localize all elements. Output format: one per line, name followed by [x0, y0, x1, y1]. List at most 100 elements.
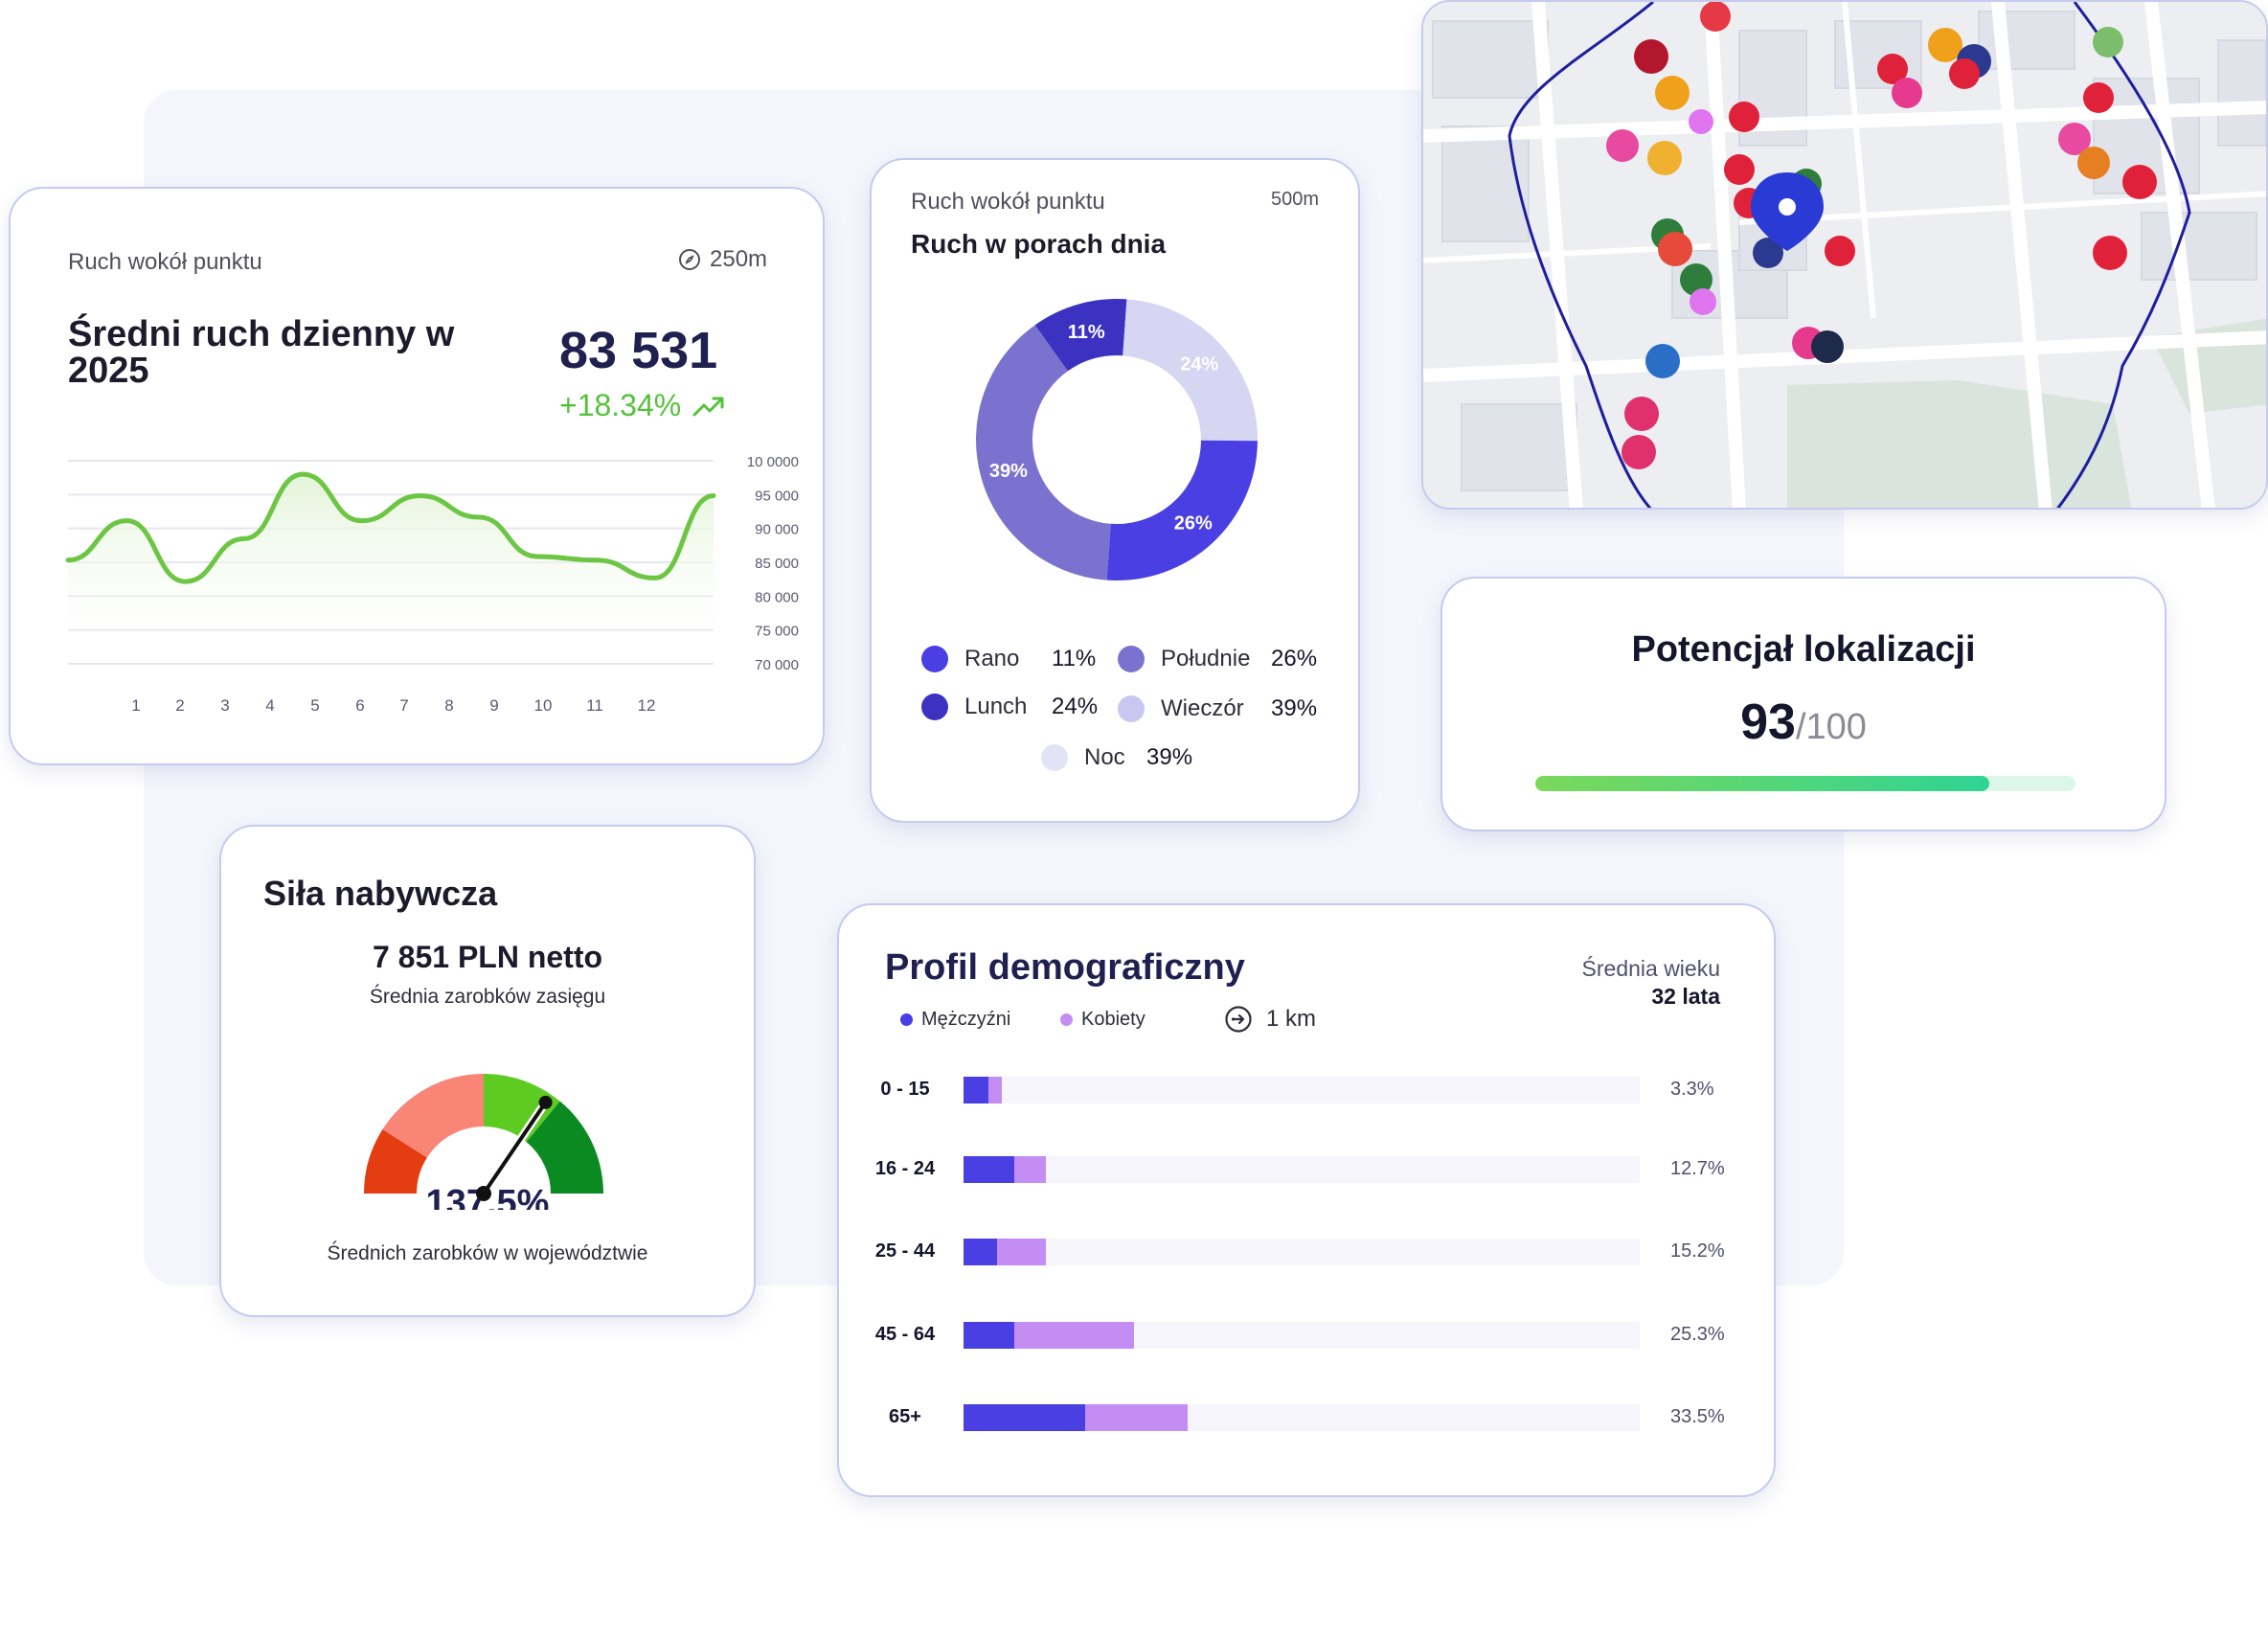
demo-age: 45 - 64: [874, 1324, 936, 1345]
y-tick-label: 75 000: [755, 624, 799, 640]
demo-bar-track: [964, 1156, 1640, 1183]
x-tick-label: 4: [265, 696, 274, 715]
range-value: 1 km: [1266, 1006, 1317, 1032]
legend-dot: [921, 646, 948, 672]
time-of-day-traffic-card: Ruch wokół punktu 500m Ruch w porach dni…: [870, 158, 1360, 823]
x-tick-label: 11: [586, 696, 603, 715]
traffic-card-title: Ruch wokół punktu: [68, 249, 262, 275]
x-tick-label: 7: [399, 696, 408, 715]
demo-bar-male: [964, 1404, 1086, 1431]
daily-traffic-card: Ruch wokół punktu 250m Średni ruch dzien…: [9, 187, 825, 765]
demo-bar-female: [988, 1077, 1003, 1103]
demo-age: 25 - 44: [874, 1240, 936, 1262]
legend-female-label: Kobiety: [1081, 1009, 1145, 1030]
power-amount: 7 851 PLN netto: [372, 940, 603, 974]
donut-slice: [976, 325, 1111, 580]
legend-pct: 39%: [1271, 695, 1318, 721]
demo-bar-male: [964, 1322, 1014, 1349]
demo-row: 45 - 64 25.3%: [839, 1322, 1774, 1351]
legend-label: Wieczór: [1161, 695, 1244, 721]
donut-subtitle: Ruch w porach dnia: [911, 229, 1167, 259]
y-tick-label: 70 000: [755, 657, 799, 673]
x-tick-label: 12: [638, 696, 656, 715]
legend-pct: 11%: [1052, 646, 1097, 671]
demo-pct: 15.2%: [1670, 1240, 1725, 1262]
donut-slice-label: 11%: [1068, 322, 1105, 343]
legend-label: Lunch: [964, 694, 1028, 719]
demo-bar-female: [997, 1239, 1047, 1265]
donut-slice-label: 24%: [1180, 353, 1218, 375]
legend-male-label: Mężczyźni: [921, 1009, 1011, 1030]
demo-bar-track: [964, 1404, 1640, 1431]
legend-pct: 24%: [1052, 694, 1099, 719]
legend-pct: 39%: [1146, 744, 1193, 770]
radius-icon: [1225, 1006, 1252, 1033]
purchasing-power-card: Siła nabywcza 7 851 PLN netto Średnia za…: [219, 825, 756, 1317]
traffic-radius[interactable]: 250m: [678, 246, 767, 273]
map-canvas[interactable]: [1423, 2, 2268, 510]
location-map[interactable]: [1421, 0, 2268, 510]
legend-dot: [1041, 744, 1068, 771]
gauge-label: Średnich zarobków w województwie: [327, 1242, 648, 1264]
demo-age: 16 - 24: [874, 1158, 936, 1179]
legend-dot: [1118, 695, 1145, 722]
time-of-day-donut-chart: 11% 24% 26% 39%: [976, 299, 1258, 580]
traffic-change: +18.34%: [559, 388, 725, 423]
range-selector[interactable]: 1 km: [1224, 1005, 1316, 1034]
gauge-band: [382, 1074, 484, 1158]
potential-title: Potencjał lokalizacji: [1631, 629, 1976, 670]
demo-row: 16 - 24 12.7%: [839, 1156, 1774, 1185]
average-age-label: Średnia wieku: [1581, 956, 1720, 981]
demo-bar-track: [964, 1077, 1640, 1103]
demo-pct: 3.3%: [1670, 1079, 1714, 1100]
income-gauge: [364, 1074, 603, 1201]
demo-pct: 25.3%: [1670, 1324, 1725, 1345]
y-tick-label: 10 0000: [747, 454, 799, 470]
potential-progress-track: [1535, 776, 2075, 791]
y-tick-label: 90 000: [755, 522, 799, 538]
traffic-heading: Średni ruch dzienny w 2025: [68, 314, 455, 391]
donut-slice: [1106, 440, 1258, 580]
location-pin-icon: [1751, 172, 1824, 251]
demo-bar-female: [1085, 1404, 1189, 1431]
legend-female: Kobiety: [1060, 1009, 1145, 1031]
power-title: Siła nabywcza: [263, 874, 498, 913]
demo-bar-female: [1013, 1322, 1134, 1349]
donut-slice-label: 39%: [989, 461, 1028, 482]
demo-row: 65+ 33.5%: [839, 1404, 1774, 1433]
legend-lunch: Lunch 24%: [921, 694, 1098, 720]
legend-label: Noc: [1084, 744, 1125, 770]
power-amount-label: Średnia zarobków zasięgu: [369, 986, 606, 1008]
location-potential-card: Potencjał lokalizacji 93/100: [1440, 577, 2166, 831]
y-tick-label: 95 000: [755, 488, 799, 504]
x-tick-label: 6: [355, 696, 364, 715]
donut-slice: [1123, 299, 1258, 442]
legend-dot: [921, 694, 948, 720]
x-tick-label: 10: [534, 696, 553, 715]
y-tick-label: 80 000: [755, 589, 799, 605]
compass-icon: [679, 249, 700, 270]
gauge-needle: [482, 1100, 548, 1195]
potential-score-max: /100: [1795, 707, 1867, 747]
gauge-band: [484, 1074, 560, 1143]
demo-pct: 33.5%: [1670, 1406, 1725, 1427]
demo-pct: 12.7%: [1670, 1158, 1725, 1179]
legend-female-dot: [1060, 1013, 1073, 1026]
demo-bar-track: [964, 1322, 1640, 1349]
legend-pct: 26%: [1271, 646, 1318, 671]
traffic-change-value: +18.34%: [559, 388, 682, 422]
demographic-profile-card: Profil demograficzny Średnia wieku 32 la…: [837, 903, 1776, 1497]
potential-progress-fill: [1535, 776, 1989, 791]
demo-bar-male: [964, 1239, 998, 1265]
demo-age: 65+: [889, 1406, 921, 1427]
demo-row: 25 - 44 15.2%: [839, 1239, 1774, 1267]
x-tick-label: 1: [131, 696, 140, 715]
donut-slice-label: 26%: [1174, 512, 1213, 534]
legend-noc: Noc 39%: [1041, 744, 1192, 771]
legend-poludnie: Południe 26%: [1118, 646, 1317, 672]
traffic-value: 83 531: [559, 322, 718, 379]
traffic-series-line: [65, 471, 716, 584]
donut-card-title: Ruch wokół punktu: [911, 189, 1105, 215]
x-tick-label: 5: [310, 696, 319, 715]
